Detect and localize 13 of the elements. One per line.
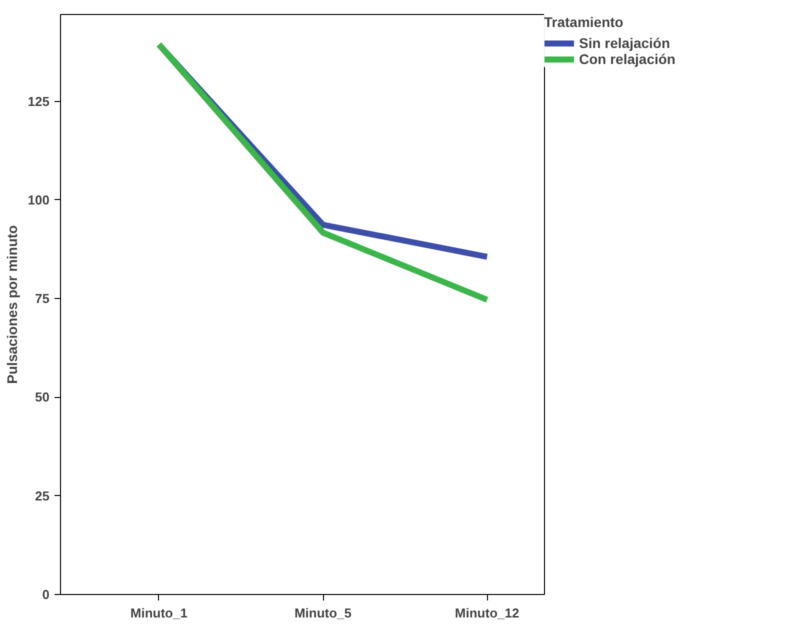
legend-label: Sin relajación	[579, 35, 670, 51]
y-axis-title: Pulsaciones por minuto	[4, 225, 20, 384]
x-tick-label: Minuto_1	[130, 606, 188, 620]
y-tick-label: 25	[35, 488, 50, 504]
x-tick-label: Minuto_5	[294, 606, 352, 620]
legend-label: Con relajación	[579, 51, 676, 67]
y-tick-label: 0	[42, 587, 50, 602]
y-tick-label: 100	[28, 192, 50, 208]
y-tick-label: 125	[28, 94, 50, 109]
y-tick-label: 75	[35, 291, 50, 306]
x-tick-label: Minuto_12	[454, 606, 520, 620]
y-tick-label: 50	[35, 390, 50, 405]
legend-title: Tratamiento	[544, 14, 624, 30]
